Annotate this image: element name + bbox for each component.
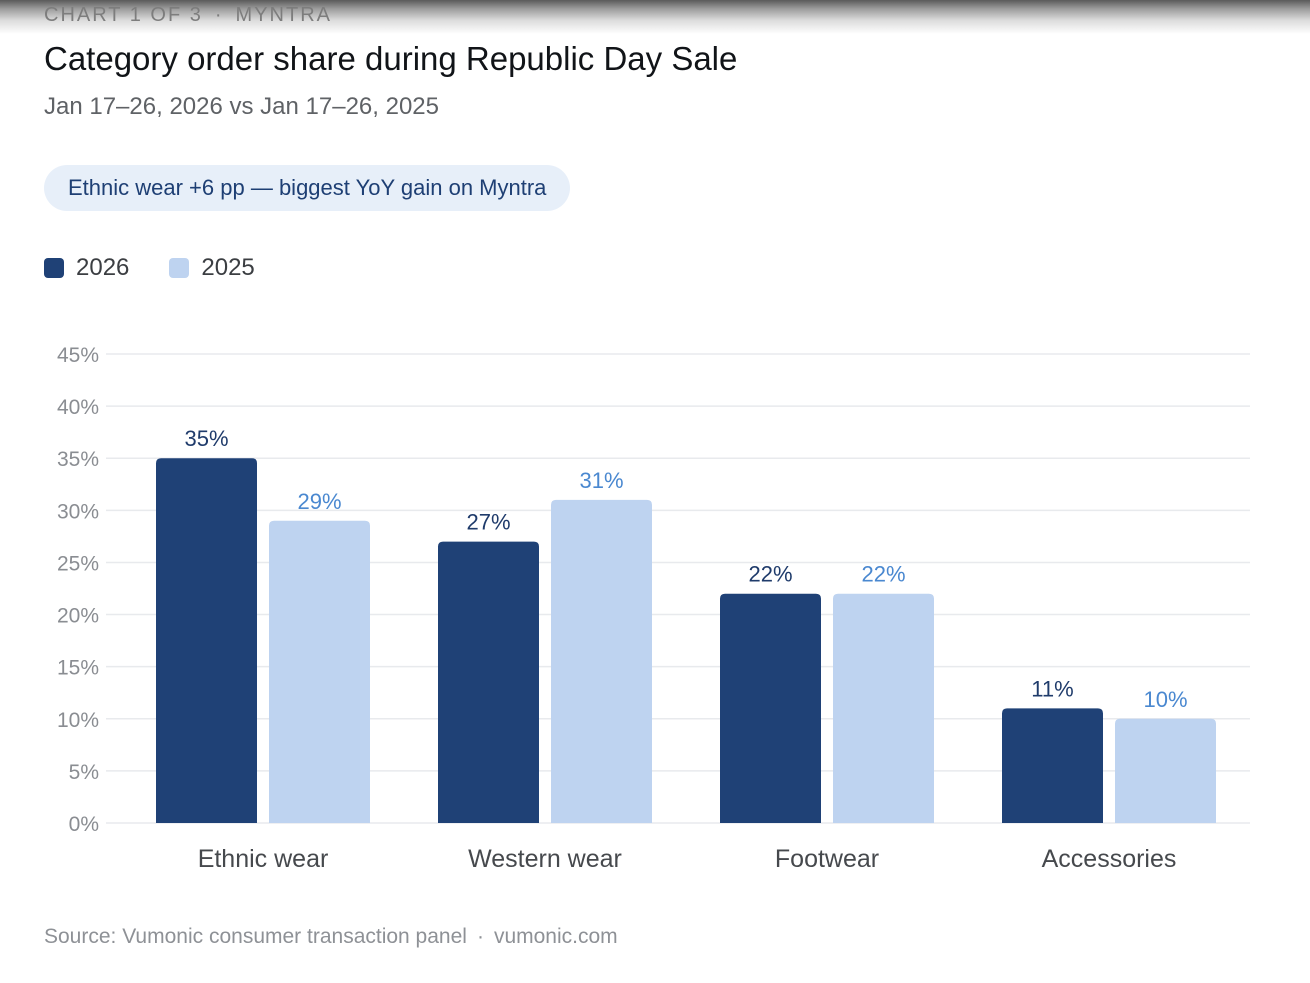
y-tick-label: 5% (69, 761, 99, 784)
data-label: 35% (184, 426, 228, 451)
bar-2026-footwear (720, 593, 821, 823)
y-tick-label: 25% (57, 552, 99, 575)
source-footer: Source: Vumonic consumer transaction pan… (44, 925, 618, 949)
y-tick-label: 30% (57, 500, 99, 523)
source-site: vumonic.com (493, 925, 618, 948)
y-tick-label: 0% (69, 813, 99, 836)
data-label: 11% (1031, 676, 1073, 701)
y-tick-label: 40% (57, 396, 99, 419)
category-label: Western wear (468, 845, 622, 873)
bar-2026-accessories (1002, 708, 1103, 823)
data-label: 29% (297, 489, 341, 514)
legend-label-2026: 2026 (76, 254, 130, 281)
data-label: 31% (579, 468, 623, 493)
bar-2025-ethnic-wear (269, 520, 370, 823)
brand-name: MYNTRA (235, 4, 332, 26)
bar-2025-western-wear (551, 499, 652, 823)
bar-2025-footwear (833, 593, 934, 823)
bar-chart: 0% 5% 10% 15% 20% 25% 30% 35% 40% 45% 35% 29% Ethnic… (57, 344, 1250, 873)
y-tick-label: 15% (57, 657, 99, 680)
bar-2026-western-wear (438, 541, 539, 823)
category-label: Footwear (775, 845, 879, 873)
bar-2026-ethnic-wear (156, 458, 257, 823)
data-label: 27% (466, 510, 510, 535)
chart-eyebrow: CHART 1 OF 3 · MYNTRA (44, 4, 332, 27)
chart-legend: 2026 2025 (44, 254, 295, 282)
legend-item-2025: 2025 (169, 254, 255, 282)
chart-index: CHART 1 OF 3 (44, 4, 203, 26)
y-tick-label: 45% (57, 344, 99, 367)
category-label: Accessories (1042, 845, 1177, 873)
category-label: Ethnic wear (198, 845, 329, 873)
legend-label-2025: 2025 (201, 254, 255, 281)
legend-swatch-2025 (169, 258, 190, 278)
insight-callout: Ethnic wear +6 pp — biggest YoY gain on … (44, 165, 571, 211)
top-shadow (0, 0, 1310, 34)
legend-swatch-2026 (44, 258, 64, 278)
data-label: 22% (748, 562, 792, 587)
source-text: Source: Vumonic consumer transaction pan… (44, 925, 467, 948)
eyebrow-separator: · (214, 4, 224, 26)
data-label: 22% (861, 562, 905, 587)
legend-item-2026: 2026 (44, 254, 129, 282)
y-tick-label: 20% (57, 605, 99, 628)
chart-subtitle: Jan 17–26, 2026 vs Jan 17–26, 2025 (44, 93, 439, 120)
footer-separator: · (476, 925, 484, 948)
data-label: 10% (1143, 687, 1187, 712)
y-tick-label: 10% (57, 709, 99, 732)
y-tick-label: 35% (57, 448, 99, 471)
chart-title: Category order share during Republic Day… (44, 40, 738, 77)
bar-2025-accessories (1115, 718, 1216, 823)
